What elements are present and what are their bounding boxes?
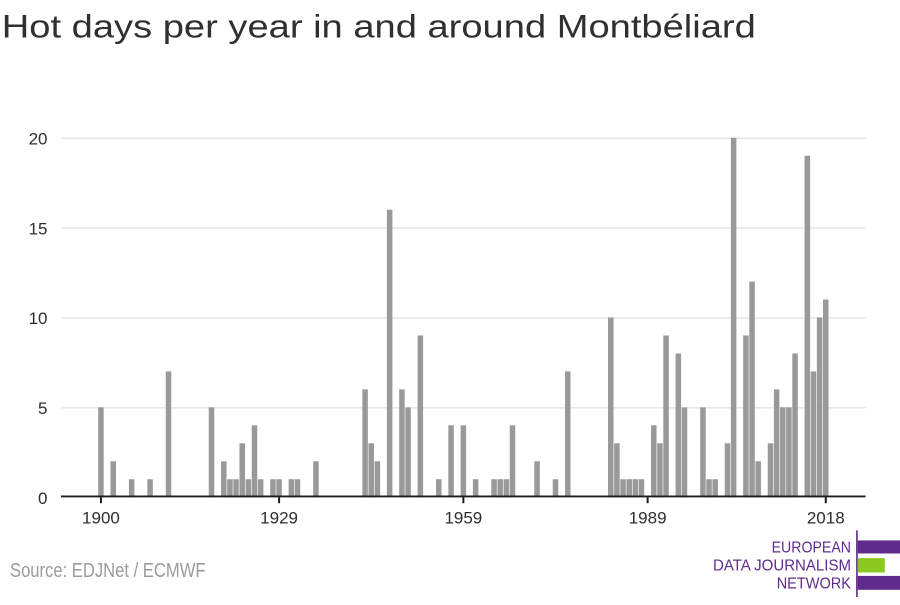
svg-text:1929: 1929: [260, 509, 298, 528]
svg-text:5: 5: [38, 399, 47, 418]
svg-text:0: 0: [38, 489, 47, 508]
svg-text:DATA JOURNALISM: DATA JOURNALISM: [713, 558, 851, 575]
svg-text:Source: EDJNet / ECMWF: Source: EDJNet / ECMWF: [10, 560, 206, 582]
svg-text:1900: 1900: [82, 509, 120, 528]
svg-text:10: 10: [29, 309, 48, 328]
svg-text:EUROPEAN: EUROPEAN: [772, 540, 851, 557]
svg-text:20: 20: [29, 129, 48, 148]
svg-text:15: 15: [29, 219, 48, 238]
svg-text:Hot days per year in and aroun: Hot days per year in and around Montbéli…: [2, 8, 756, 44]
svg-text:2018: 2018: [807, 509, 845, 528]
svg-text:NETWORK: NETWORK: [777, 575, 852, 592]
svg-text:1959: 1959: [444, 509, 482, 528]
svg-text:1989: 1989: [629, 509, 667, 528]
